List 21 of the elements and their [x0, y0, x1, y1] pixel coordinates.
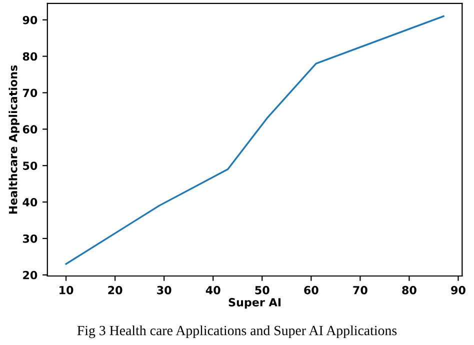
x-tick-label: 10	[60, 286, 74, 294]
x-tick-label: 30	[157, 286, 172, 294]
line-series	[65, 15, 444, 265]
caption: Fig 3 Health care Applications and Super AI Applications	[77, 325, 397, 338]
y-tick-label: 50	[23, 162, 38, 170]
x-tick-label: 60	[304, 286, 318, 294]
y-tick-label: 40	[22, 198, 38, 206]
y-tick-label: 80	[22, 52, 38, 61]
y-tick-label: 30	[22, 234, 38, 243]
x-tick-label: 50	[255, 286, 270, 294]
x-tick-label: 20	[108, 286, 122, 294]
y-tick-label: 70	[22, 88, 38, 98]
x-axis-title: Super AI	[228, 298, 280, 309]
y-tick-label: 90	[22, 16, 38, 24]
x-tick-label: 80	[402, 286, 416, 294]
y-tick-label: 20	[23, 270, 38, 280]
y-axis-title: Healthcare Applications	[8, 65, 20, 214]
x-tick-label: 90	[451, 286, 466, 294]
y-tick-label: 60	[22, 125, 38, 134]
x-tick-label: 70	[353, 286, 368, 294]
x-tick-label: 40	[206, 286, 220, 294]
